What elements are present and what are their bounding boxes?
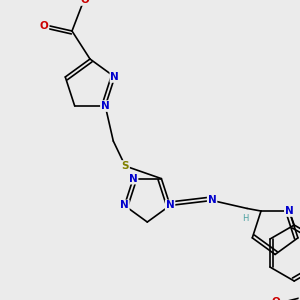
Text: O: O — [271, 297, 280, 300]
Text: N: N — [208, 196, 217, 206]
Text: H: H — [242, 214, 248, 223]
Text: S: S — [122, 161, 129, 171]
Text: N: N — [285, 206, 294, 216]
Text: N: N — [120, 200, 129, 211]
Text: N: N — [299, 292, 300, 300]
Text: N: N — [129, 174, 138, 184]
Text: N: N — [101, 101, 110, 111]
Text: O: O — [40, 21, 48, 31]
Text: O: O — [81, 0, 89, 5]
Text: N: N — [110, 72, 119, 82]
Text: N: N — [166, 200, 175, 211]
